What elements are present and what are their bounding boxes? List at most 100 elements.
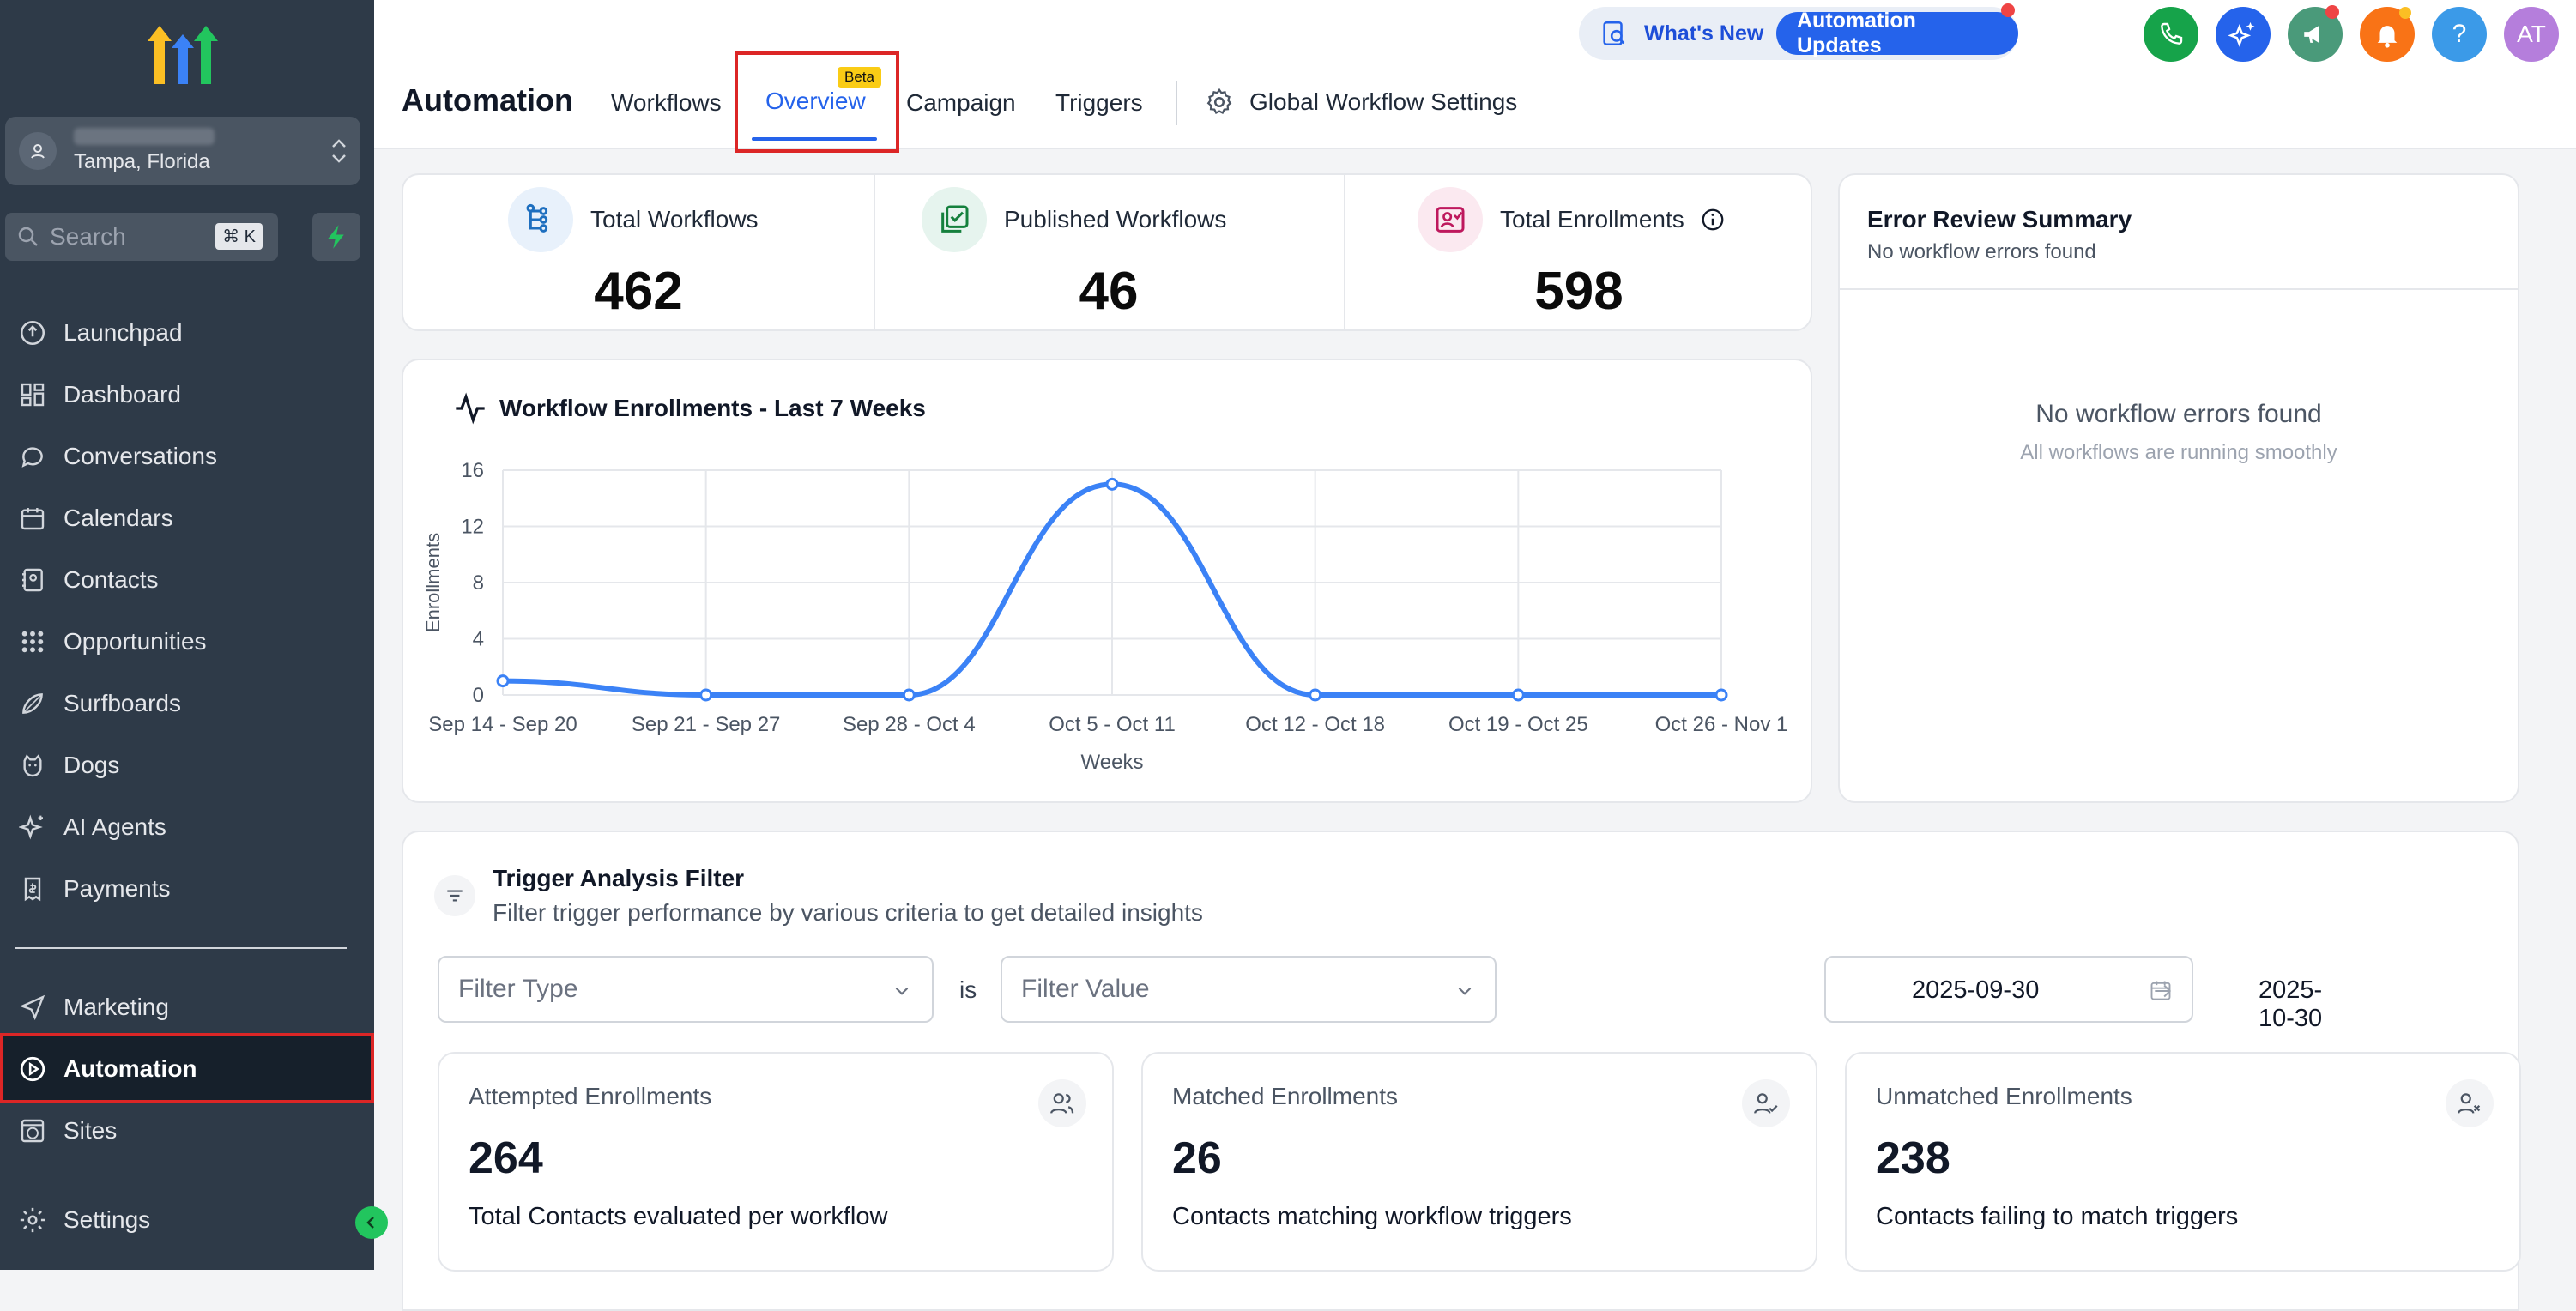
published-icon bbox=[922, 187, 987, 252]
nav-label: Dogs bbox=[63, 752, 120, 778]
stats-card: Total Workflows 462 Published Workflows … bbox=[402, 173, 1812, 331]
chart-title-text: Workflow Enrollments - Last 7 Weeks bbox=[499, 395, 926, 421]
phone-button[interactable] bbox=[2144, 7, 2198, 62]
enrollment-card-value: 26 bbox=[1172, 1133, 1222, 1183]
gear-icon bbox=[15, 1203, 50, 1237]
filter-value-select[interactable]: Filter Value bbox=[1001, 956, 1497, 1023]
stat-total-enrollments: Total Enrollments 598 bbox=[1344, 175, 1814, 329]
nav-divider bbox=[15, 947, 347, 949]
nav-settings[interactable]: Settings bbox=[15, 1196, 150, 1244]
stat-published-workflows: Published Workflows 46 bbox=[874, 175, 1344, 329]
is-label: is bbox=[959, 976, 977, 1003]
avatar-initials: AT bbox=[2517, 21, 2546, 47]
ai-assistant-button[interactable] bbox=[2216, 7, 2271, 62]
global-workflow-settings-button[interactable]: Global Workflow Settings bbox=[1203, 86, 1517, 118]
enrollment-card-value: 264 bbox=[469, 1133, 543, 1183]
active-tab-indicator bbox=[752, 137, 877, 141]
opportunities-icon bbox=[15, 625, 50, 659]
sidebar-collapse-button[interactable] bbox=[355, 1206, 388, 1239]
x-tick-label: Oct 19 - Oct 25 bbox=[1448, 713, 1588, 736]
workflow-tree-icon bbox=[508, 187, 573, 252]
location-name-redacted bbox=[74, 128, 215, 145]
whats-new-label: What's New bbox=[1644, 21, 1764, 45]
error-review-subtitle: No workflow errors found bbox=[1867, 240, 2096, 263]
nav-label: Conversations bbox=[63, 443, 217, 469]
data-point bbox=[496, 674, 510, 688]
whats-new-pill[interactable]: What's New Automation Updates bbox=[1579, 7, 2018, 60]
surfboard-icon bbox=[15, 686, 50, 721]
megaphone-icon bbox=[2304, 26, 2319, 43]
stat-value: 598 bbox=[1534, 262, 1624, 321]
error-empty-subtitle: All workflows are running smoothly bbox=[2020, 441, 2337, 464]
enrollment-card-description: Contacts failing to match triggers bbox=[1876, 1203, 2239, 1230]
unmatched-enrollments-card: Unmatched Enrollments 238 Contacts faili… bbox=[1845, 1052, 2521, 1272]
trigger-analysis-card: Trigger Analysis Filter Filter trigger p… bbox=[402, 831, 2521, 1311]
date-range-picker[interactable]: 2025-09-30 2025-10-30 bbox=[1824, 956, 2322, 1032]
nav-label: Surfboards bbox=[63, 690, 181, 716]
nav-label: AI Agents bbox=[63, 813, 166, 840]
enrollment-card-description: Total Contacts evaluated per workflow bbox=[469, 1203, 888, 1230]
data-point bbox=[902, 688, 916, 702]
filter-type-select[interactable]: Filter Type bbox=[438, 956, 934, 1023]
nav-calendars[interactable]: Calendars bbox=[15, 494, 173, 542]
search-input[interactable]: Search ⌘ K bbox=[5, 213, 278, 261]
tab-triggers[interactable]: Triggers bbox=[1055, 89, 1143, 116]
nav-surfboards[interactable]: Surfboards bbox=[15, 680, 181, 728]
automation-updates-button[interactable]: Automation Updates bbox=[1776, 9, 2018, 57]
x-tick-label: Oct 12 - Oct 18 bbox=[1245, 713, 1385, 736]
sparkle-icon bbox=[15, 810, 50, 844]
enrollment-card-label: Unmatched Enrollments bbox=[1876, 1083, 2132, 1109]
app-logo[interactable] bbox=[144, 22, 221, 88]
grid-icon bbox=[15, 378, 50, 412]
stat-label: Total Workflows bbox=[590, 206, 759, 233]
help-icon: ? bbox=[2452, 20, 2467, 48]
nav-opportunities[interactable]: Opportunities bbox=[15, 618, 207, 666]
dog-icon bbox=[15, 748, 50, 782]
nav-dogs[interactable]: Dogs bbox=[15, 741, 119, 789]
info-icon[interactable] bbox=[1700, 207, 1726, 233]
nav-marketing[interactable]: Marketing bbox=[15, 983, 169, 1031]
beta-badge: Beta bbox=[838, 67, 881, 88]
location-switcher[interactable]: Tampa, Florida bbox=[5, 117, 360, 185]
nav-label: Automation bbox=[63, 1055, 197, 1082]
stat-total-workflows: Total Workflows 462 bbox=[403, 175, 874, 329]
bell-dot bbox=[2399, 7, 2411, 19]
tab-overview[interactable]: Overview bbox=[765, 88, 866, 114]
nav-launchpad[interactable]: Launchpad bbox=[15, 309, 183, 357]
rocket-icon bbox=[15, 316, 50, 350]
y-tick-label: 0 bbox=[473, 684, 484, 707]
date-end[interactable]: 2025-10-30 bbox=[2259, 976, 2323, 1032]
filter-icon bbox=[434, 875, 475, 916]
enrollment-card-label: Matched Enrollments bbox=[1172, 1083, 1399, 1109]
nav-payments[interactable]: Payments bbox=[15, 865, 171, 913]
avatar[interactable]: AT bbox=[2504, 7, 2559, 62]
nav-conversations[interactable]: Conversations bbox=[15, 432, 217, 480]
quick-action-button[interactable] bbox=[312, 213, 360, 261]
stat-divider bbox=[874, 175, 875, 329]
tab-campaign[interactable]: Campaign bbox=[906, 89, 1016, 116]
stat-divider bbox=[1344, 175, 1345, 329]
nav-sites[interactable]: Sites bbox=[15, 1107, 117, 1155]
search-placeholder: Search bbox=[50, 223, 126, 250]
chevron-left-icon bbox=[366, 1217, 374, 1229]
user-x-icon bbox=[2446, 1079, 2494, 1127]
bell-icon bbox=[2377, 26, 2398, 48]
help-button[interactable]: ? bbox=[2432, 7, 2487, 62]
nav-dashboard[interactable]: Dashboard bbox=[15, 371, 181, 419]
x-tick-label: Oct 5 - Oct 11 bbox=[1049, 713, 1176, 736]
stat-value: 46 bbox=[1079, 262, 1139, 321]
nav-ai-agents[interactable]: AI Agents bbox=[15, 803, 166, 851]
nav-label: Marketing bbox=[63, 994, 169, 1020]
tab-workflows[interactable]: Workflows bbox=[611, 89, 722, 116]
chevron-down-icon bbox=[895, 987, 909, 995]
globe-icon bbox=[15, 1114, 50, 1148]
nav-automation[interactable]: Automation bbox=[15, 1045, 197, 1093]
nav-contacts[interactable]: Contacts bbox=[15, 556, 159, 604]
announcement-dot bbox=[2325, 5, 2339, 19]
trigger-analysis-title: Trigger Analysis Filter bbox=[493, 865, 745, 891]
data-point bbox=[699, 688, 713, 702]
calendar-icon bbox=[2150, 981, 2171, 1000]
date-start[interactable]: 2025-09-30 bbox=[1912, 976, 2040, 1004]
contacts-icon bbox=[15, 563, 50, 597]
sparkle-icon bbox=[2228, 21, 2255, 47]
